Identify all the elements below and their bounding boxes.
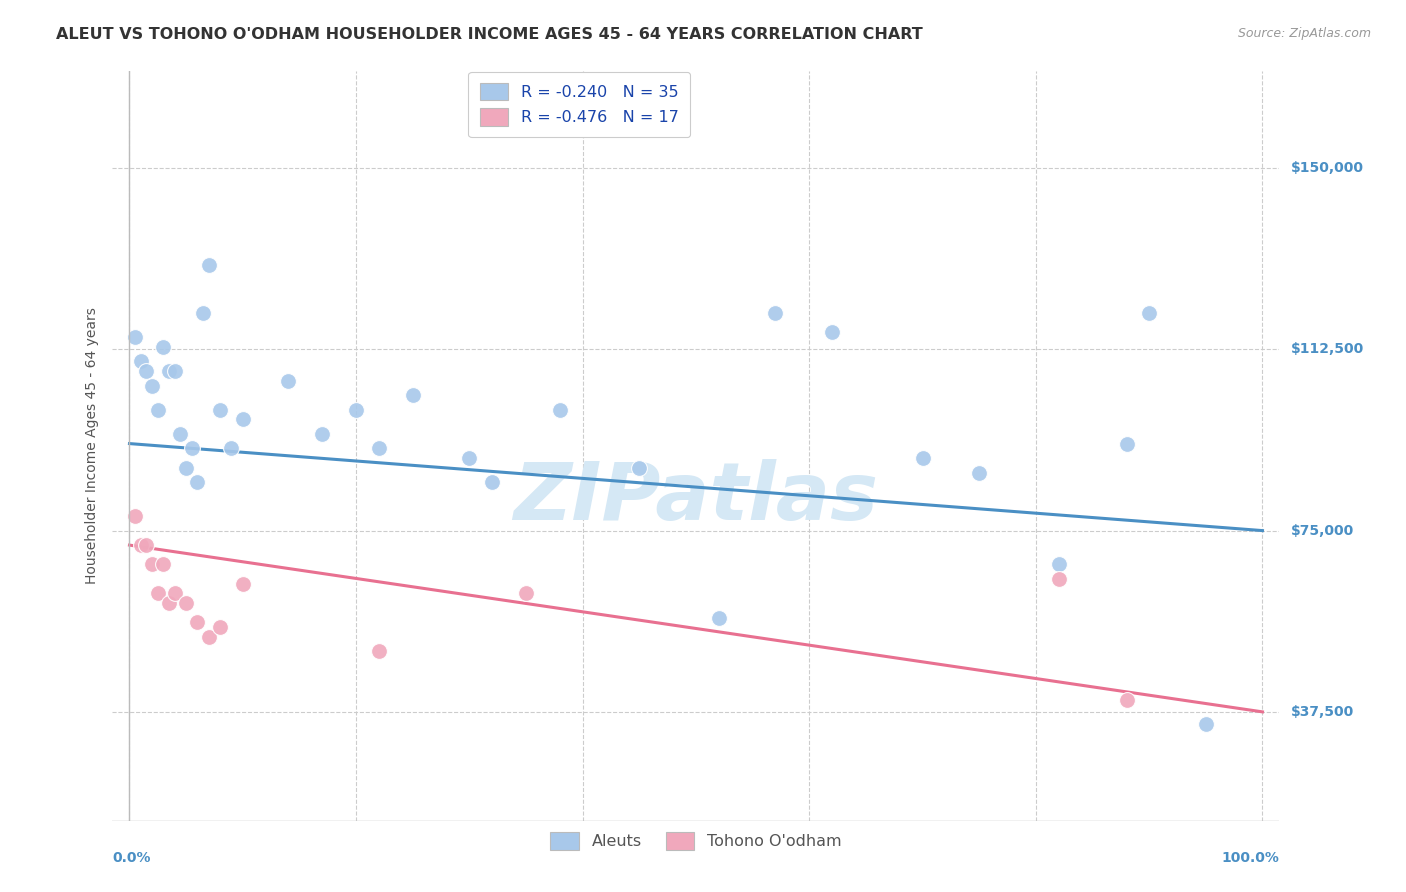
Point xyxy=(174,596,197,610)
Point xyxy=(402,388,425,402)
Point xyxy=(209,620,232,634)
Point xyxy=(232,576,254,591)
Point xyxy=(367,644,389,658)
Legend: Aleuts, Tohono O'odham: Aleuts, Tohono O'odham xyxy=(543,824,849,857)
Point xyxy=(186,475,208,490)
Point xyxy=(1115,693,1137,707)
Point xyxy=(1047,572,1070,586)
Point xyxy=(515,586,537,600)
Text: 0.0%: 0.0% xyxy=(112,851,150,865)
Point xyxy=(628,460,651,475)
Point xyxy=(311,426,333,441)
Point xyxy=(1047,558,1070,572)
Point xyxy=(481,475,503,490)
Point xyxy=(191,306,214,320)
Point xyxy=(197,258,219,272)
Point xyxy=(124,330,146,344)
Text: Source: ZipAtlas.com: Source: ZipAtlas.com xyxy=(1237,27,1371,40)
Y-axis label: Householder Income Ages 45 - 64 years: Householder Income Ages 45 - 64 years xyxy=(84,308,98,584)
Point xyxy=(548,402,571,417)
Point xyxy=(124,509,146,524)
Point xyxy=(180,442,202,456)
Point xyxy=(157,364,180,378)
Text: $112,500: $112,500 xyxy=(1291,343,1364,356)
Point xyxy=(129,354,152,368)
Point xyxy=(141,378,163,392)
Point xyxy=(157,596,180,610)
Point xyxy=(344,402,367,417)
Point xyxy=(152,340,174,354)
Point xyxy=(967,466,990,480)
Point xyxy=(152,558,174,572)
Point xyxy=(197,630,219,644)
Text: 100.0%: 100.0% xyxy=(1222,851,1279,865)
Point xyxy=(135,364,157,378)
Point xyxy=(163,586,186,600)
Text: $150,000: $150,000 xyxy=(1291,161,1364,175)
Point xyxy=(146,402,169,417)
Point xyxy=(707,610,730,624)
Point xyxy=(1115,436,1137,450)
Point xyxy=(129,538,152,552)
Point xyxy=(911,451,934,466)
Point xyxy=(163,364,186,378)
Point xyxy=(367,442,389,456)
Point xyxy=(141,558,163,572)
Point xyxy=(821,326,844,340)
Point xyxy=(209,402,232,417)
Point xyxy=(763,306,786,320)
Text: $75,000: $75,000 xyxy=(1291,524,1354,538)
Point xyxy=(458,451,481,466)
Point xyxy=(1195,717,1218,731)
Point xyxy=(277,374,299,388)
Text: ALEUT VS TOHONO O'ODHAM HOUSEHOLDER INCOME AGES 45 - 64 YEARS CORRELATION CHART: ALEUT VS TOHONO O'ODHAM HOUSEHOLDER INCO… xyxy=(56,27,922,42)
Text: $37,500: $37,500 xyxy=(1291,705,1354,719)
Point xyxy=(232,412,254,426)
Text: ZIPatlas: ZIPatlas xyxy=(513,459,879,538)
Point xyxy=(221,442,243,456)
Point xyxy=(146,586,169,600)
Point xyxy=(186,615,208,630)
Point xyxy=(174,460,197,475)
Point xyxy=(135,538,157,552)
Point xyxy=(169,426,191,441)
Point xyxy=(1137,306,1160,320)
